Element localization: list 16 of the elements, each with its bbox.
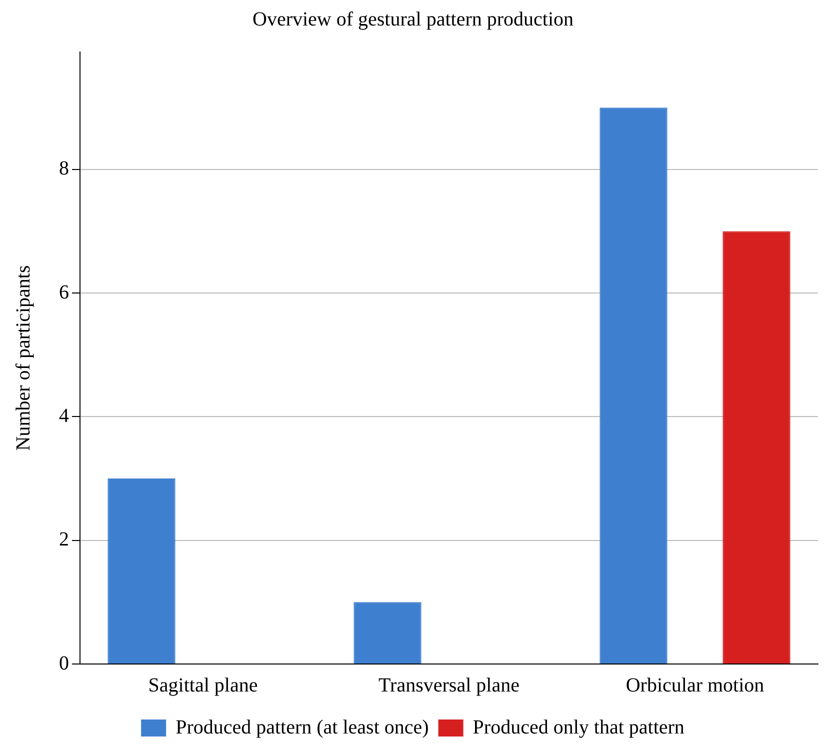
- y-tick-label: 6: [59, 281, 69, 304]
- x-tick-label: Transversal plane: [378, 674, 520, 696]
- legend-label: Produced only that pattern: [472, 716, 684, 738]
- x-tick-label: Orbicular motion: [626, 674, 764, 696]
- chart-title: Overview of gestural pattern production: [252, 8, 574, 30]
- legend-label: Produced pattern (at least once): [176, 716, 429, 738]
- y-tick-label: 0: [59, 652, 69, 674]
- y-axis-title: Number of participants: [12, 265, 34, 451]
- bar: [600, 108, 668, 664]
- bar: [108, 478, 176, 664]
- bar: [722, 231, 790, 664]
- y-tick-label: 2: [59, 528, 69, 551]
- x-tick-label: Sagittal plane: [148, 674, 258, 696]
- y-tick-label: 4: [59, 404, 69, 427]
- bar: [354, 602, 422, 664]
- y-tick-label: 8: [59, 158, 69, 180]
